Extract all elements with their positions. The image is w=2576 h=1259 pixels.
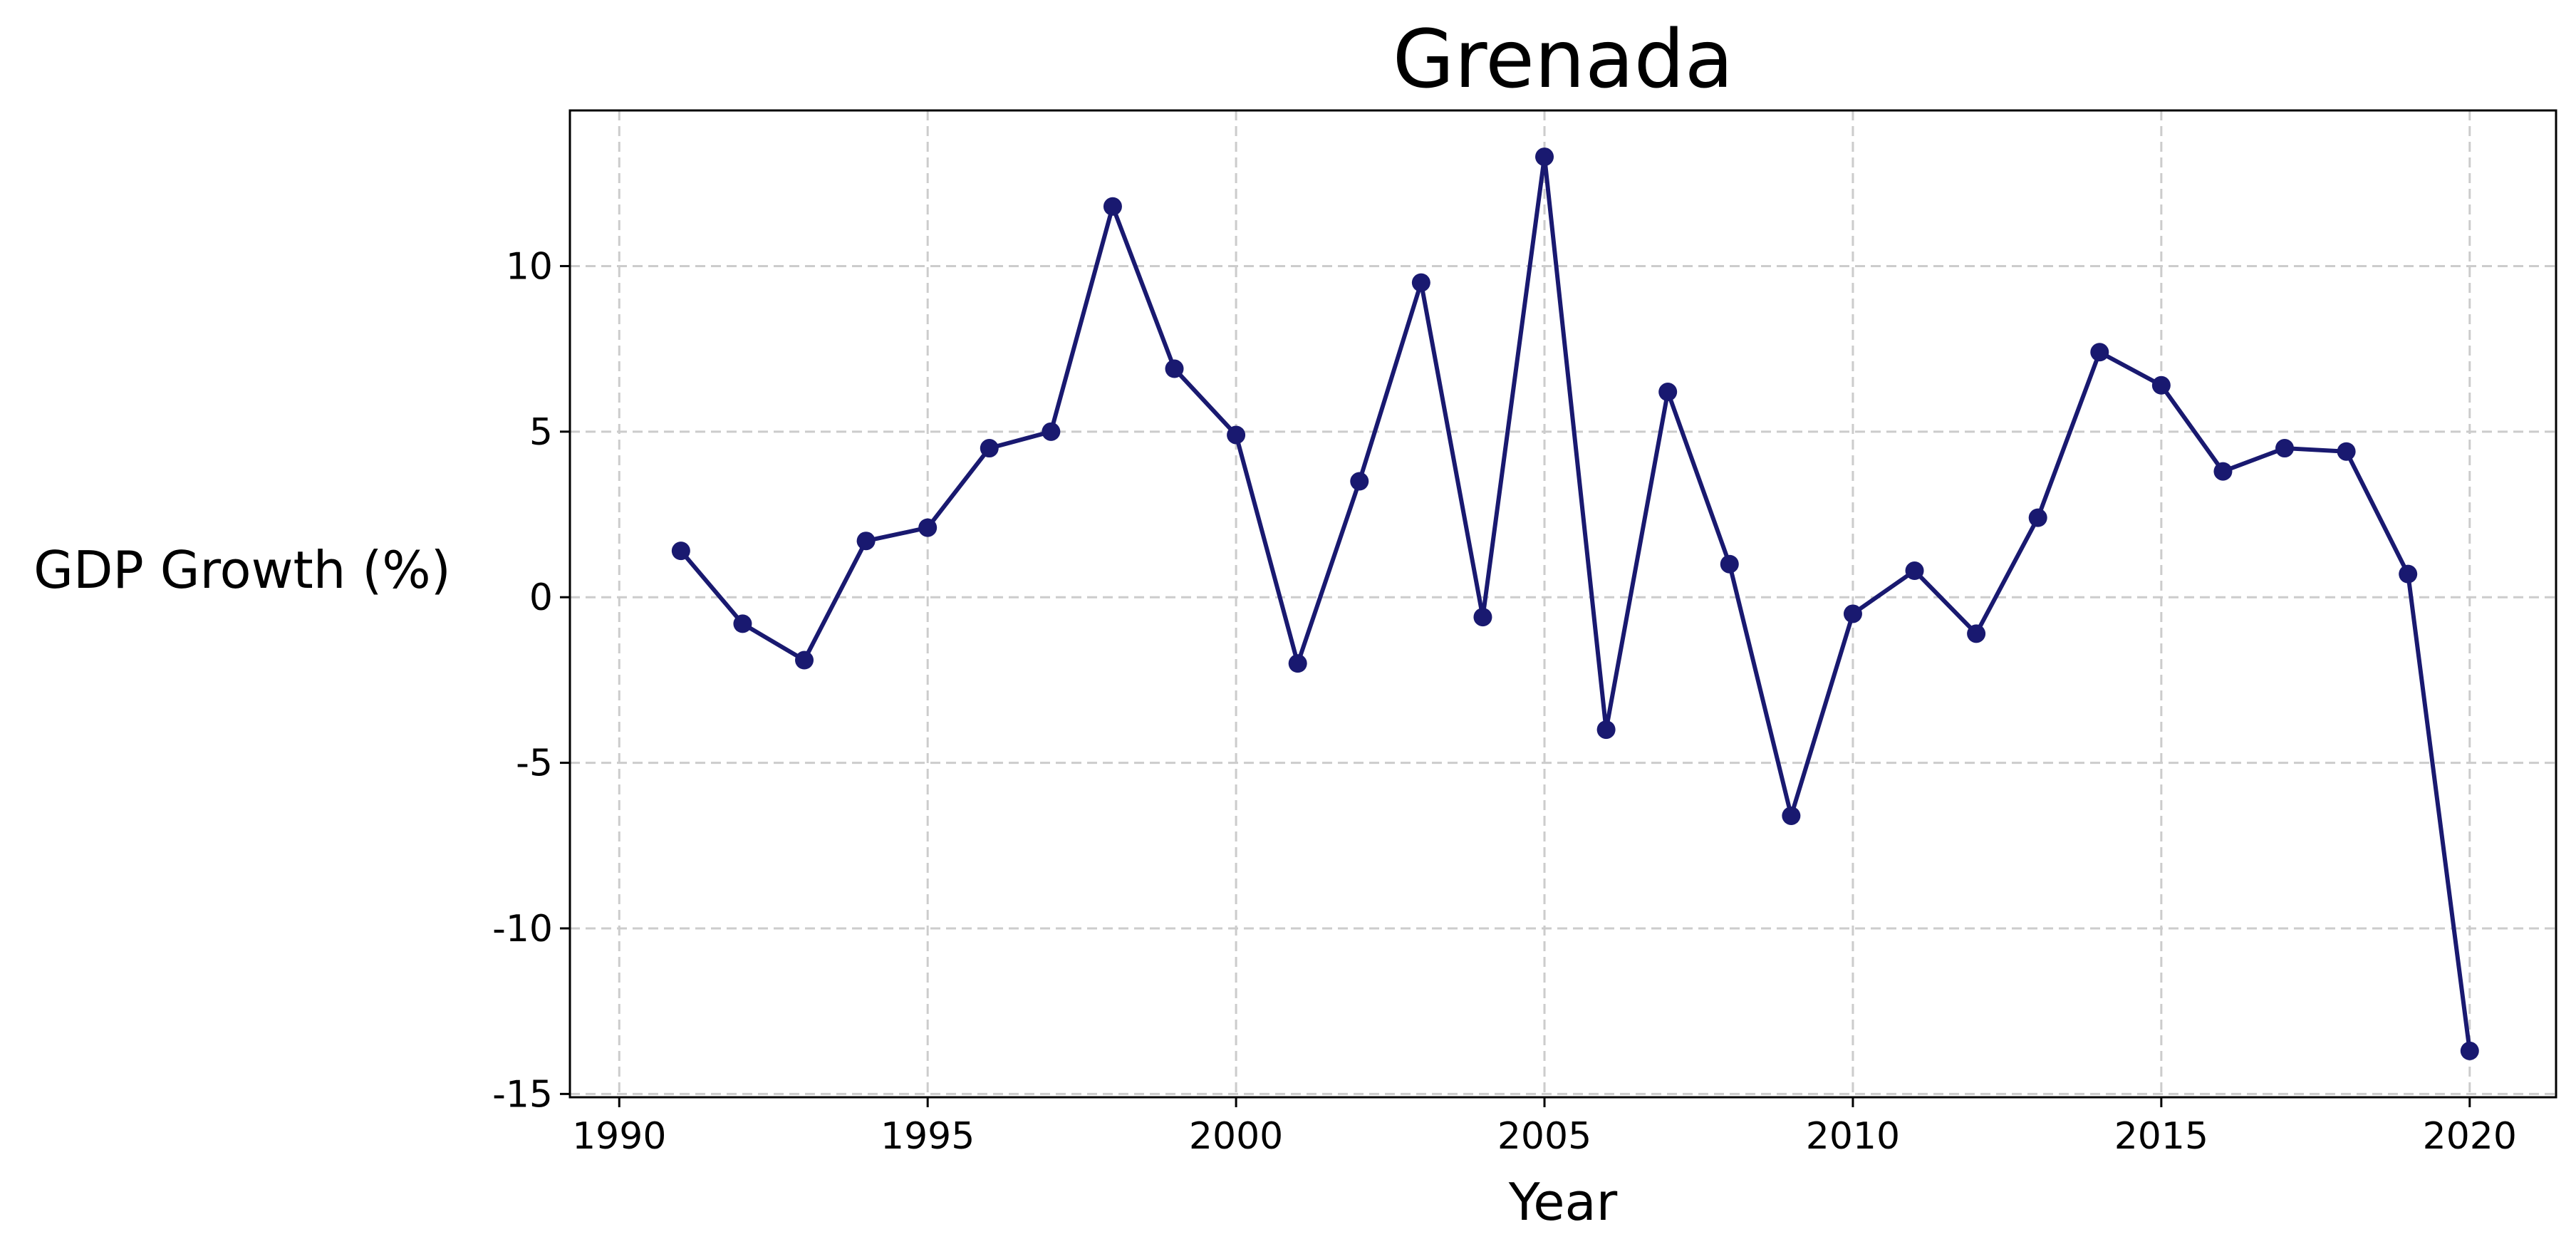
data-point: [1227, 425, 1246, 445]
series-line: [679, 155, 2472, 1052]
x-tick-label: 2015: [2114, 1115, 2208, 1158]
x-tick-label: 2020: [2423, 1115, 2517, 1158]
data-point: [856, 532, 876, 551]
data-point: [1720, 554, 1739, 574]
data-point: [1967, 624, 1986, 643]
data-point: [1103, 197, 1122, 216]
data-point: [1473, 608, 1492, 627]
y-tick-label: 5: [529, 411, 553, 454]
chart-title: Grenada: [1393, 14, 1734, 106]
y-tick-label: 10: [506, 245, 553, 288]
series-layer: [671, 147, 2479, 1060]
x-tick-label: 1990: [572, 1115, 666, 1158]
data-point: [1782, 806, 1801, 825]
data-point: [1843, 604, 1862, 623]
data-point: [2337, 442, 2356, 461]
x-tick-label: 2010: [1806, 1115, 1900, 1158]
data-point: [2460, 1041, 2479, 1060]
data-point: [1165, 359, 1184, 378]
data-point: [2028, 508, 2047, 527]
data-point: [1658, 383, 1678, 402]
data-point: [2275, 439, 2295, 458]
data-point: [2090, 343, 2109, 362]
x-tick-label: 2005: [1497, 1115, 1591, 1158]
y-tick-label: -15: [492, 1073, 553, 1116]
data-point: [795, 651, 814, 670]
grid-layer: [570, 110, 2556, 1097]
data-point: [733, 614, 752, 633]
data-point: [1350, 472, 1369, 491]
tick-layer: 1990 1995 2000 2005 2010 2015 2020 -15 -10 -5 0 5 10: [492, 245, 2517, 1158]
data-point: [1288, 654, 1307, 673]
data-point: [2151, 375, 2171, 395]
data-point: [1596, 720, 1616, 740]
data-point: [1905, 561, 1924, 581]
y-tick-label: -5: [516, 742, 553, 785]
y-tick-label: -10: [492, 908, 553, 950]
data-point: [1042, 422, 1061, 441]
data-point: [1535, 147, 1554, 167]
x-tick-label: 2000: [1189, 1115, 1283, 1158]
plot-frame: [568, 109, 2557, 1099]
data-point: [2213, 462, 2233, 481]
data-point: [671, 542, 690, 561]
data-point: [1411, 273, 1430, 292]
y-axis-label: GDP Growth (%): [33, 540, 451, 600]
data-point: [918, 518, 938, 537]
data-point: [2399, 564, 2418, 584]
y-tick-label: 0: [529, 576, 553, 619]
x-tick-label: 1995: [881, 1115, 975, 1158]
data-point: [980, 439, 999, 458]
x-axis-label: Year: [1508, 1172, 1618, 1232]
